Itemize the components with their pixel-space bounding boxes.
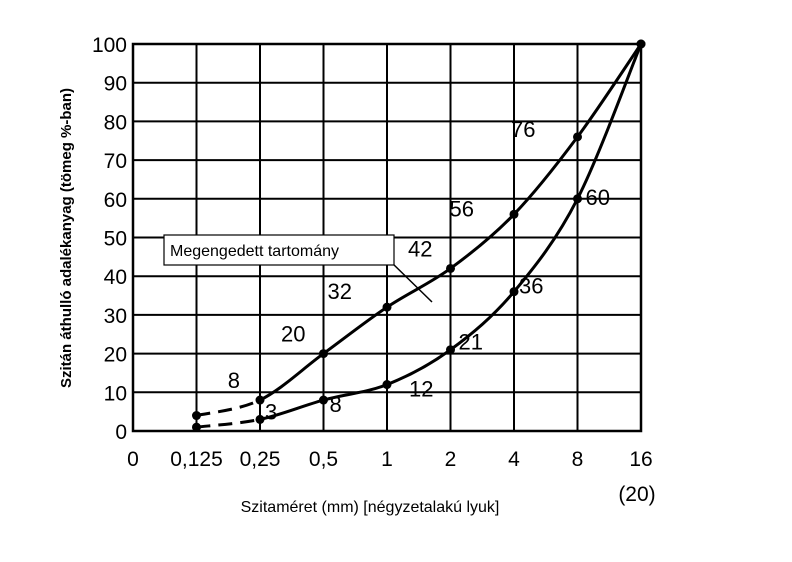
- series-2-segment: [576, 43, 643, 200]
- x-axis-label: Szitaméret (mm) [négyzetalakú lyuk]: [241, 499, 500, 516]
- series-2-point-label: 36: [519, 274, 543, 299]
- y-tick-label: 60: [104, 189, 127, 212]
- series-2-point-label: 3: [265, 399, 277, 424]
- series-1-point-label: 76: [511, 117, 535, 142]
- series-1-point: [509, 209, 519, 219]
- series-1-point-label: 56: [450, 196, 474, 221]
- y-tick-label: 80: [104, 111, 127, 134]
- x-tick-label: 0: [127, 448, 139, 471]
- x-extra-label: (20): [618, 483, 655, 506]
- series-1-point: [382, 302, 392, 312]
- y-tick-labels: 0 10 20 30 40 50 60 70 80 90 100: [92, 34, 127, 444]
- y-tick-label: 0: [115, 421, 127, 444]
- y-tick-label: 100: [92, 34, 127, 57]
- series-2-point: [636, 39, 646, 49]
- x-tick-label: 2: [445, 448, 457, 471]
- x-tick-label: 4: [508, 448, 520, 471]
- series-1-point-label: 8: [228, 368, 240, 393]
- series-1-segment: [576, 43, 643, 138]
- series-1-point-label: 32: [328, 279, 352, 304]
- series-1-point: [446, 263, 455, 273]
- series-1-segment: [512, 135, 579, 216]
- series-1-segment: [322, 305, 388, 355]
- series-2-point-label: 21: [459, 330, 483, 355]
- series-2-point: [446, 345, 455, 355]
- series-1-segment: [449, 213, 516, 270]
- series-2-point-label: 8: [330, 392, 342, 417]
- series-1-segment: [386, 267, 452, 309]
- series-2-segment: [323, 383, 388, 402]
- series-2-point: [509, 287, 519, 297]
- series-2-point: [382, 380, 392, 390]
- plot-border: [131, 42, 643, 433]
- data-points: [192, 39, 646, 432]
- annotation: Megengedett tartomány: [163, 234, 433, 303]
- y-tick-label: 90: [104, 73, 127, 96]
- series-2-segment: [449, 290, 516, 351]
- series-2-segment: [386, 348, 452, 386]
- x-tick-labels: 0 0,125 0,25 0,5 1 2 4 8 16: [127, 448, 653, 471]
- series-2-segment: [259, 398, 324, 421]
- x-tick-label: 0,125: [170, 448, 223, 471]
- y-tick-label: 40: [104, 266, 127, 289]
- series-2-point-label: 12: [409, 377, 433, 402]
- series-2-point: [192, 422, 201, 432]
- series-2-segment: [512, 198, 579, 293]
- x-tick-label: 1: [381, 448, 393, 471]
- y-tick-label: 30: [104, 305, 127, 328]
- annotation-box: [163, 234, 395, 266]
- y-tick-label: 50: [104, 228, 127, 251]
- y-tick-label: 20: [104, 344, 127, 367]
- series-1-point: [255, 395, 265, 405]
- x-tick-label: 16: [629, 448, 652, 471]
- plot-frame: [131, 42, 643, 433]
- series-2-point-label: 60: [586, 185, 610, 210]
- series-2-point: [319, 395, 328, 405]
- annotation-pointer: [390, 261, 433, 303]
- y-tick-label: 10: [104, 382, 127, 405]
- series-2-segment: [196, 417, 261, 429]
- annotation-text: Megengedett tartomány: [170, 243, 339, 260]
- series-2-point: [573, 194, 582, 204]
- y-tick-label: 70: [104, 150, 127, 173]
- series-1-segment: [196, 398, 261, 417]
- y-axis-label: Szitán áthulló adalékanyag (tömeg %-ban): [58, 88, 75, 388]
- series-1-point: [319, 349, 328, 359]
- series-1-point: [192, 411, 201, 421]
- x-tick-label: 0,5: [309, 448, 338, 471]
- x-tick-label: 0,25: [240, 448, 281, 471]
- series-1-segment: [259, 352, 325, 402]
- series-1-point-label: 20: [281, 322, 305, 347]
- series-1-point-label: 42: [408, 236, 432, 261]
- series-1-point: [573, 132, 582, 142]
- series-2-point: [255, 414, 265, 424]
- x-tick-label: 8: [572, 448, 584, 471]
